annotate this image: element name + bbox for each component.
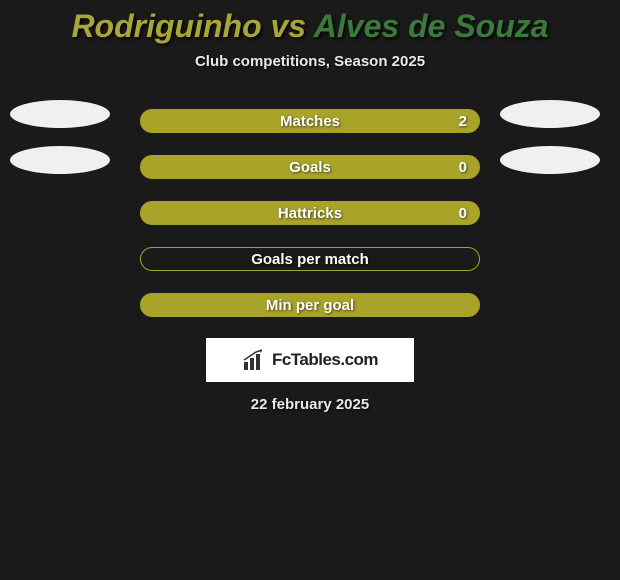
stat-row: Goals 0 <box>0 144 620 190</box>
subtitle: Club competitions, Season 2025 <box>0 53 620 70</box>
left-ellipse <box>10 146 110 174</box>
stat-bar: Matches 2 <box>140 109 480 133</box>
stat-value-right: 0 <box>459 159 467 176</box>
logo-box: FcTables.com <box>206 338 414 382</box>
stat-row: Goals per match <box>0 236 620 282</box>
stats-content: Matches 2 Goals 0 Hattricks 0 Goals per match M… <box>0 98 620 328</box>
logo-text: FcTables.com <box>272 350 378 370</box>
right-ellipse <box>500 100 600 128</box>
player1-name: Rodriguinho <box>71 8 261 44</box>
stat-row: Hattricks 0 <box>0 190 620 236</box>
stat-value-right: 0 <box>459 205 467 222</box>
left-ellipse <box>10 100 110 128</box>
vs-text: vs <box>262 8 314 44</box>
stat-bar: Hattricks 0 <box>140 201 480 225</box>
fctables-chart-icon <box>242 348 266 372</box>
date-text: 22 february 2025 <box>0 396 620 413</box>
stat-row: Min per goal <box>0 282 620 328</box>
stat-value-right: 2 <box>459 113 467 130</box>
stat-label: Goals <box>289 159 331 176</box>
stat-bar: Goals per match <box>140 247 480 271</box>
right-ellipse <box>500 146 600 174</box>
stat-label: Hattricks <box>278 205 342 222</box>
comparison-title: Rodriguinho vs Alves de Souza <box>0 0 620 45</box>
stat-label: Goals per match <box>251 251 369 268</box>
player2-name: Alves de Souza <box>314 8 549 44</box>
stat-label: Matches <box>280 113 340 130</box>
stat-bar: Min per goal <box>140 293 480 317</box>
stat-bar: Goals 0 <box>140 155 480 179</box>
stat-label: Min per goal <box>266 297 354 314</box>
stat-row: Matches 2 <box>0 98 620 144</box>
